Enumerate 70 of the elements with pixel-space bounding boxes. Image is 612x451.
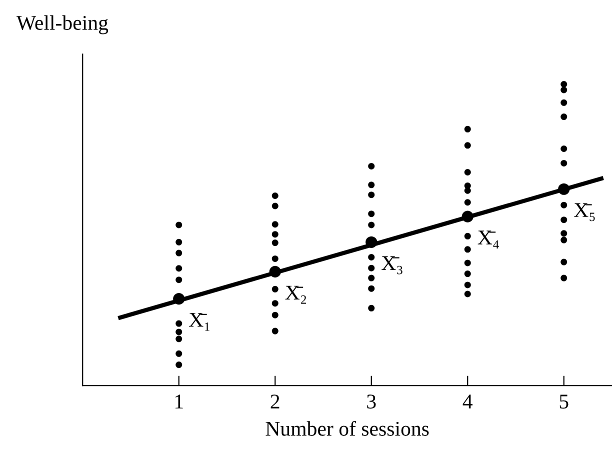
point [464,187,471,194]
x-tick-label: 1 [175,394,183,408]
point [464,142,471,149]
point [269,266,281,278]
y-axis-title: Well-being [16,15,108,34]
point [464,246,471,253]
point [464,126,471,132]
point [176,265,182,272]
annotation: X̄₄ [478,230,499,249]
point [464,270,471,278]
point [368,222,375,228]
point [560,236,568,244]
point [176,222,182,228]
point [368,162,375,170]
point [368,264,375,272]
point [176,276,182,284]
annotation: X̄₁ [189,312,210,331]
point [368,304,375,312]
point [464,260,471,266]
point [464,282,471,288]
point [560,202,568,208]
point [176,336,182,342]
point [272,221,278,228]
point [176,362,182,368]
point [272,300,278,307]
point [560,160,568,166]
point [272,231,278,238]
point [368,210,375,218]
point [368,285,375,292]
point [176,250,182,256]
point [368,254,375,260]
point [560,81,568,88]
point [368,192,375,198]
point [464,199,471,206]
point [462,210,474,222]
point [464,168,471,176]
point [560,99,568,106]
point [560,230,568,237]
point [272,286,278,292]
point [176,350,182,357]
x-tick-label: 5 [560,394,568,409]
point [560,274,568,282]
annotation: X̄₃ [382,256,402,274]
point [176,238,182,246]
annotation: X̄₅ [574,203,595,222]
point [560,258,568,266]
point [558,183,570,195]
point [272,312,278,318]
point [368,274,375,282]
point [560,216,568,224]
annotation: X̄₂ [285,286,306,304]
point [272,192,278,200]
point [176,320,182,327]
x-tick-label: 2 [270,394,280,408]
point [272,240,278,246]
point [464,232,471,240]
x-tick-label: 3 [367,394,376,409]
x-tick-label: 4 [462,394,473,408]
point [560,114,568,120]
point [464,290,471,298]
point [366,236,378,248]
point [272,328,278,334]
point [176,328,182,336]
point [560,145,568,152]
point [272,202,278,210]
x-axis-title: Number of sessions [266,420,429,436]
point [368,182,375,188]
point [272,255,278,262]
point [560,86,568,94]
point [173,293,185,305]
